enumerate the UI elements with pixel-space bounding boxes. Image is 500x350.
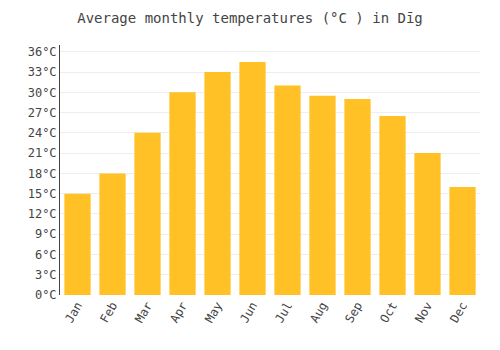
svg-text:Mar: Mar — [132, 300, 155, 326]
svg-text:Average monthly temperatures (: Average monthly temperatures (°C ) in Dī… — [77, 10, 423, 26]
svg-text:May: May — [202, 300, 225, 326]
svg-text:Apr: Apr — [167, 300, 190, 326]
svg-text:Nov: Nov — [412, 300, 435, 326]
svg-text:Aug: Aug — [307, 300, 330, 326]
svg-text:Jan: Jan — [62, 300, 85, 326]
svg-text:Jun: Jun — [237, 300, 260, 326]
svg-text:12°C: 12°C — [28, 207, 57, 221]
svg-text:Dec: Dec — [447, 300, 470, 326]
svg-text:Feb: Feb — [97, 300, 120, 326]
svg-text:Jul: Jul — [272, 300, 295, 326]
svg-text:Sep: Sep — [342, 300, 365, 326]
svg-text:33°C: 33°C — [28, 65, 57, 79]
svg-text:9°C: 9°C — [35, 227, 57, 241]
svg-text:0°C: 0°C — [35, 288, 57, 302]
svg-text:21°C: 21°C — [28, 146, 57, 160]
svg-text:27°C: 27°C — [28, 106, 57, 120]
svg-text:18°C: 18°C — [28, 167, 57, 181]
svg-text:24°C: 24°C — [28, 126, 57, 140]
svg-text:15°C: 15°C — [28, 187, 57, 201]
svg-text:36°C: 36°C — [28, 45, 57, 59]
svg-text:6°C: 6°C — [35, 248, 57, 262]
svg-text:Oct: Oct — [377, 300, 400, 326]
svg-text:30°C: 30°C — [28, 86, 57, 100]
svg-text:3°C: 3°C — [35, 268, 57, 282]
